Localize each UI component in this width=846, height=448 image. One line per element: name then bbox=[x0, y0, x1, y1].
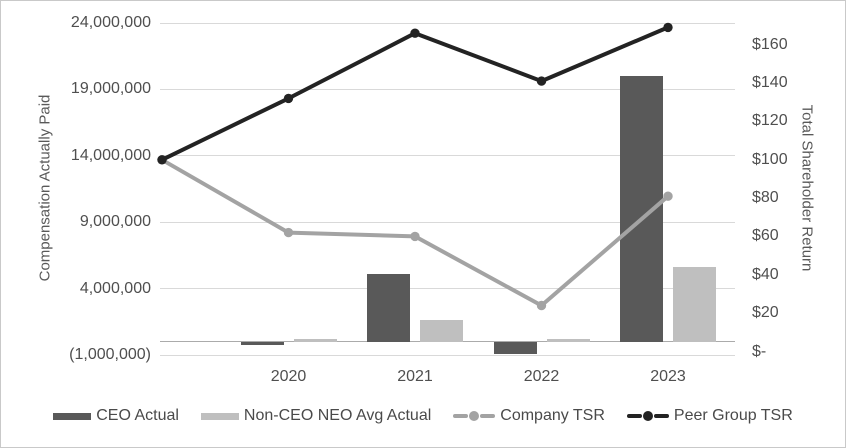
gridline bbox=[160, 221, 735, 223]
left-axis-tick-label: 24,000,000 bbox=[70, 14, 151, 31]
bar-non-ceo-neo-avg-actual-2022 bbox=[546, 339, 590, 342]
gridline bbox=[160, 354, 735, 356]
x-axis-line bbox=[160, 341, 735, 343]
company-tsr-marker-3 bbox=[536, 300, 547, 311]
left-axis-title: Compensation Actually Paid bbox=[36, 94, 54, 282]
non-ceo-neo-avg-actual-swatch bbox=[200, 412, 239, 420]
peer-group-tsr-marker-1 bbox=[283, 93, 294, 104]
right-axis-tick-label: $140 bbox=[752, 74, 788, 92]
x-axis-category-label: 2022 bbox=[523, 368, 560, 385]
legend-label-company-tsr: Company TSR bbox=[500, 407, 605, 424]
peer-group-tsr-marker-0 bbox=[157, 155, 167, 165]
left-axis-tick-label: 9,000,000 bbox=[79, 213, 151, 231]
right-axis-tick-label: $120 bbox=[752, 112, 788, 130]
left-axis-tick-label: 19,000,000 bbox=[70, 80, 151, 98]
legend-item-company-tsr: Company TSR bbox=[453, 407, 605, 425]
legend-label-peer-group-tsr: Peer Group TSR bbox=[673, 407, 793, 424]
bar-non-ceo-neo-avg-actual-2023 bbox=[673, 267, 716, 342]
x-axis-category-label: 2020 bbox=[270, 368, 307, 385]
peer-group-tsr-marker-3 bbox=[536, 76, 547, 86]
bar-non-ceo-neo-avg-actual-2020 bbox=[293, 339, 337, 342]
right-axis-tick-label: $80 bbox=[752, 189, 779, 207]
company-tsr-marker-2 bbox=[410, 231, 420, 242]
legend: CEO Actual Non-CEO NEO Avg Actual Compan… bbox=[1, 407, 845, 425]
bar-ceo-actual-2021 bbox=[367, 274, 410, 342]
right-axis-tick-label: $40 bbox=[752, 265, 779, 283]
right-axis-tick-label: $100 bbox=[752, 150, 788, 168]
right-axis-tick-label: $60 bbox=[752, 227, 779, 245]
right-axis-tick-label: $20 bbox=[752, 304, 779, 322]
left-axis-tick-label: 14,000,000 bbox=[70, 146, 151, 164]
x-axis-category-label: 2023 bbox=[650, 368, 686, 385]
bar-ceo-actual-2020 bbox=[240, 341, 284, 345]
legend-item-non-ceo-neo-avg-actual: Non-CEO NEO Avg Actual bbox=[200, 407, 432, 425]
peer-group-tsr-line bbox=[160, 25, 670, 162]
right-axis-tick-label: $160 bbox=[752, 35, 788, 53]
bar-non-ceo-neo-avg-actual-2021 bbox=[420, 319, 463, 342]
peer-group-tsr-marker-4 bbox=[663, 22, 673, 33]
legend-item-ceo-actual: CEO Actual bbox=[53, 407, 179, 425]
peer-group-tsr-line-sample bbox=[626, 411, 669, 421]
company-tsr-marker-4 bbox=[663, 191, 673, 201]
right-axis-tick-label: $- bbox=[752, 342, 767, 360]
gridline bbox=[160, 155, 735, 157]
gridline bbox=[160, 22, 735, 24]
company-tsr-marker-1 bbox=[283, 227, 294, 238]
left-axis-tick-label: 4,000,000 bbox=[79, 279, 151, 297]
gridline bbox=[160, 88, 735, 90]
legend-label-ceo-actual: CEO Actual bbox=[96, 407, 179, 424]
x-axis-category-label: 2021 bbox=[397, 368, 433, 385]
gridline bbox=[160, 288, 735, 290]
left-axis-tick-label: (1,000,000) bbox=[69, 346, 151, 363]
peer-group-tsr-marker-2 bbox=[410, 28, 420, 38]
company-tsr-line-sample bbox=[453, 411, 496, 421]
legend-item-peer-group-tsr: Peer Group TSR bbox=[626, 407, 793, 425]
bar-ceo-actual-2022 bbox=[493, 341, 537, 355]
ceo-actual-swatch bbox=[53, 412, 92, 420]
tsr-lines-svg bbox=[157, 22, 673, 311]
legend-label-non-ceo-neo-avg-actual: Non-CEO NEO Avg Actual bbox=[243, 407, 432, 424]
